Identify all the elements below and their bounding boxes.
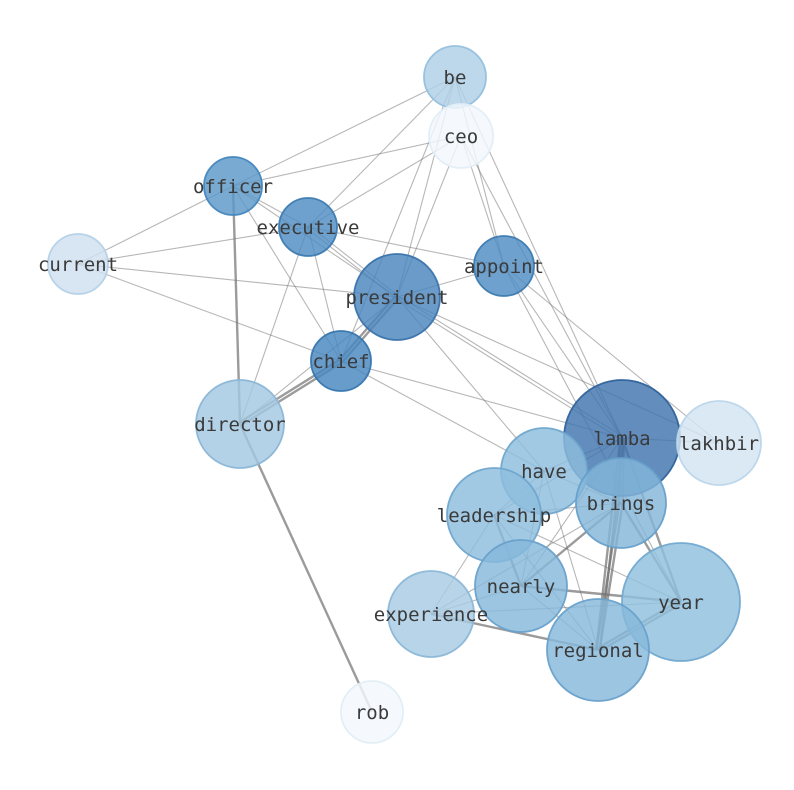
edge-appoint-lakhbir [503, 265, 720, 444]
edge-current-chief [77, 263, 342, 362]
node-officer [203, 156, 263, 216]
node-be [423, 45, 487, 109]
node-current [47, 233, 109, 295]
node-chief [310, 330, 372, 392]
node-rob [340, 680, 404, 744]
edge-executive-appoint [307, 226, 505, 267]
node-lakhbir [676, 400, 762, 486]
node-ceo [428, 103, 494, 169]
node-brings [575, 457, 667, 549]
node-experience [387, 570, 475, 658]
node-executive [278, 197, 338, 257]
node-nearly [474, 539, 568, 633]
node-appoint [473, 235, 535, 297]
edge-current-president [77, 263, 398, 298]
edge-be-officer [232, 76, 456, 187]
edge-officer-chief [232, 185, 342, 362]
node-layer [47, 45, 762, 744]
node-president [353, 253, 441, 341]
node-director [195, 379, 285, 469]
edge-be-executive [307, 76, 456, 228]
node-year [621, 542, 741, 662]
edge-ceo-officer [232, 135, 462, 187]
node-regional [546, 598, 650, 702]
edge-current-executive [77, 226, 309, 265]
edge-director-rob [238, 423, 374, 713]
